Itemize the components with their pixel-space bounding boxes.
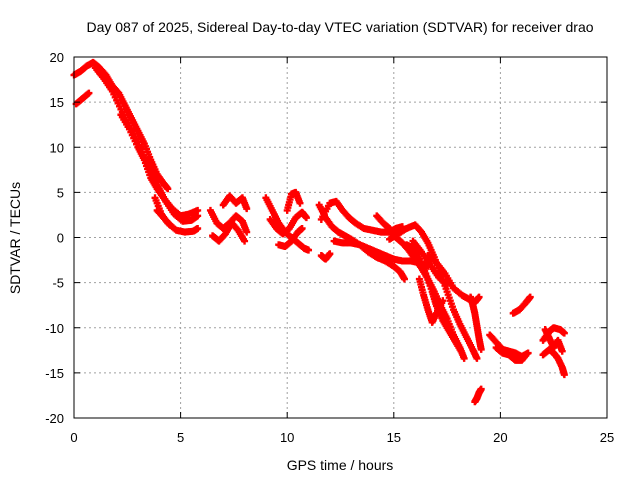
series-track-h [209,219,249,245]
data-point [526,293,534,301]
data-point [458,349,466,357]
data-point [243,205,251,213]
series-track-p [317,197,406,236]
data-point [475,293,483,301]
y-tick-label: -20 [45,411,64,426]
data-point [243,228,251,236]
data-point [296,199,304,207]
data-point [443,280,451,288]
data-point [166,221,174,229]
series-track-ad [539,345,568,379]
y-tick-label: 10 [50,140,64,155]
y-axis-label: SDTVAR / TECUs [7,182,23,294]
data-points [70,58,568,406]
data-point [522,351,530,359]
y-tick-label: -5 [52,276,64,291]
series-track-v [424,252,483,306]
y-tick-label: -10 [45,321,64,336]
data-point [473,354,481,362]
series-track-i [219,192,251,213]
series-track-g [206,206,251,236]
data-point [194,224,202,232]
data-point [477,345,485,353]
x-tick-label: 0 [70,430,77,445]
series-track-ac [539,324,568,344]
x-tick-label: 5 [177,430,184,445]
x-tick-label: 15 [387,430,401,445]
series-track-d [117,111,202,220]
series-track-l [275,224,306,251]
series-track-ae [541,326,566,355]
data-point [164,185,172,193]
x-tick-label: 20 [493,430,507,445]
chart-title: Day 087 of 2025, Sidereal Day-to-day VTE… [86,19,593,35]
data-point [558,347,566,355]
series-track-n [317,250,334,263]
series-track-u [415,275,447,326]
data-point [326,250,334,258]
y-tick-label: 15 [50,95,64,110]
series-track-a [70,58,172,193]
data-point [305,246,313,254]
data-point [298,224,306,232]
data-point [560,329,568,337]
y-tick-label: -15 [45,366,64,381]
series-track-ab [509,293,534,317]
data-point [560,371,568,379]
series-track-b [72,89,93,108]
data-point [194,206,202,214]
series-track-x [467,293,485,353]
series-track-f [153,206,174,229]
grid [74,57,607,418]
data-point [85,89,93,97]
series-track-s [386,221,481,362]
data-point [460,354,468,362]
series-track-y [471,385,485,406]
data-point [439,297,447,305]
x-tick-label: 25 [600,430,614,445]
series-track-k [266,208,310,238]
y-tick-label: 0 [57,231,64,246]
series-track-m [283,188,304,214]
x-tick-label: 10 [280,430,294,445]
data-point [477,385,485,393]
data-point [302,214,310,222]
y-tick-label: 20 [50,50,64,65]
series-track-aa [492,344,530,364]
axis-ticks: 0 5 10 15 20 25 -20 -15 -10 -5 0 5 10 15 20 [45,50,614,445]
data-point [400,275,408,283]
y-tick-label: 5 [57,185,64,200]
x-axis-label: GPS time / hours [287,457,394,473]
data-point [241,237,249,245]
series-track-w [409,237,451,288]
